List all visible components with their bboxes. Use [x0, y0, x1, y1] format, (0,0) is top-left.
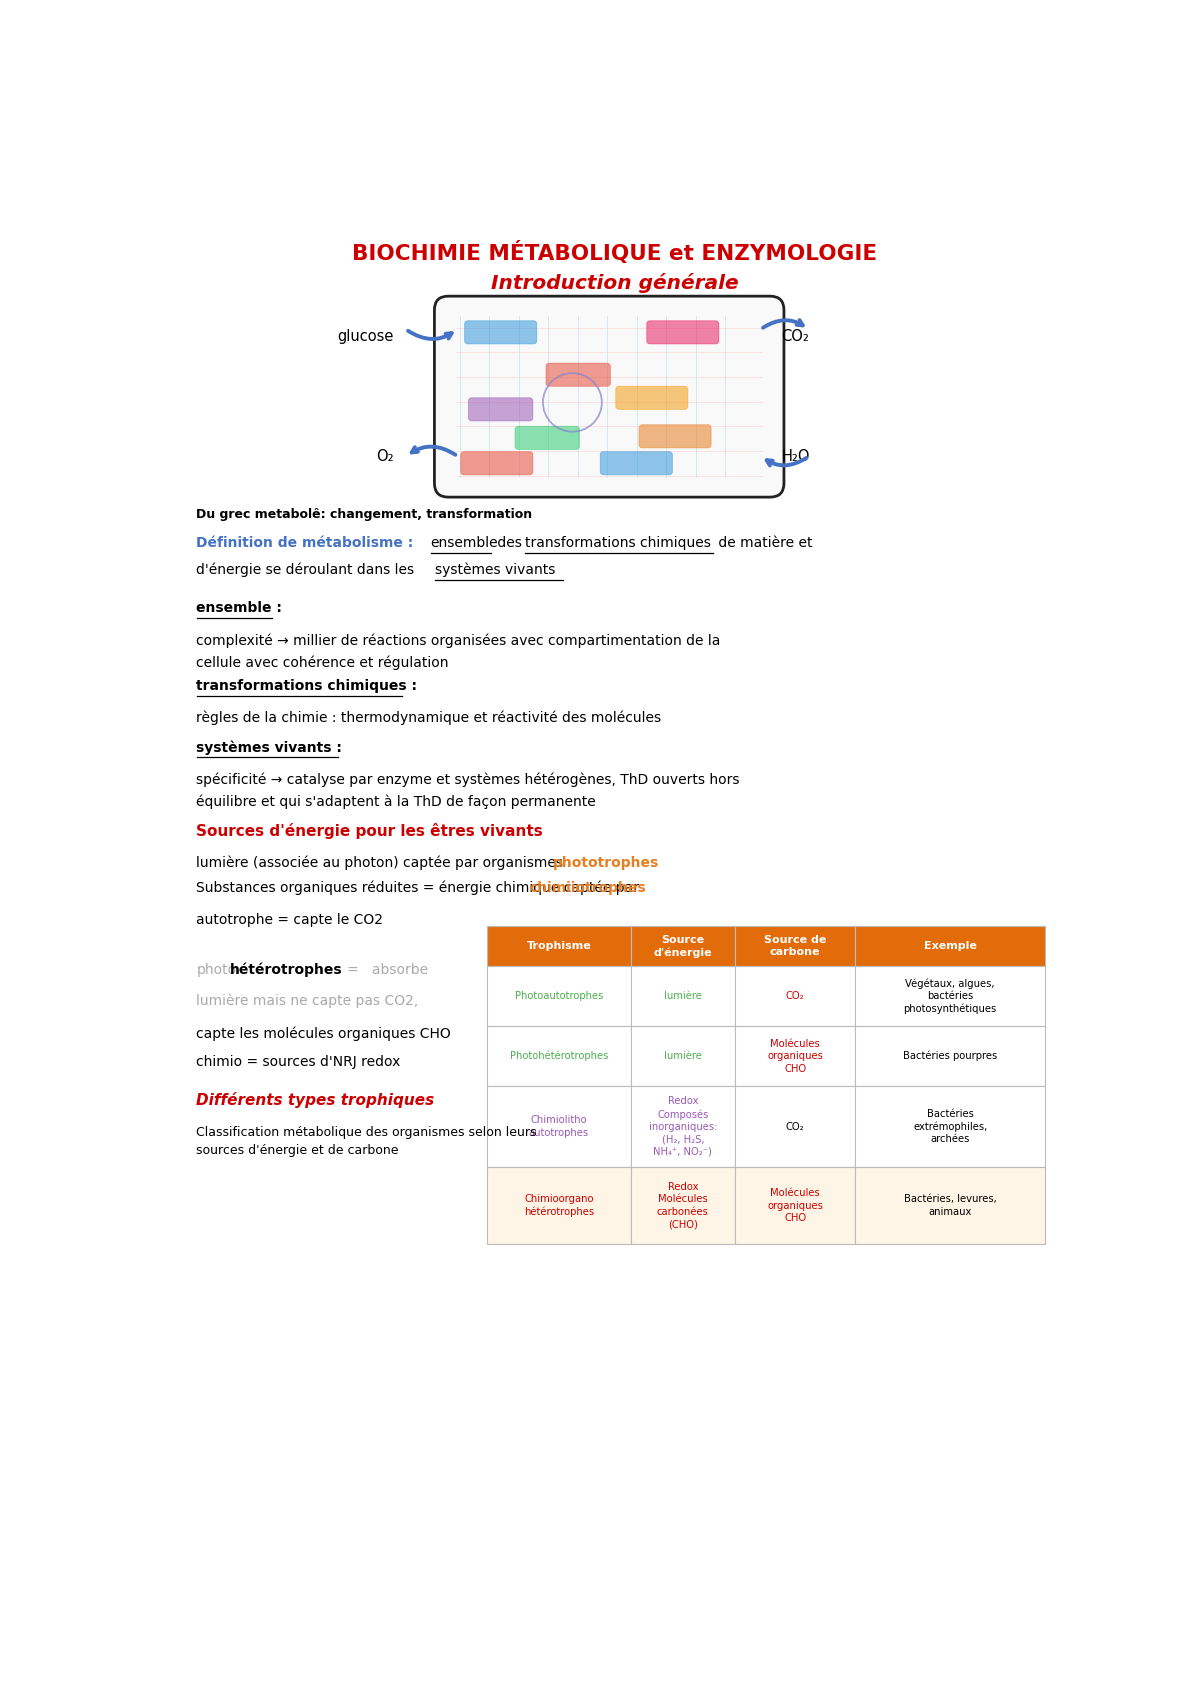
Text: chimiiotrophes: chimiiotrophes — [529, 881, 647, 895]
Text: Molécules
organiques
CHO: Molécules organiques CHO — [767, 1039, 823, 1073]
Text: Différents types trophiques: Différents types trophiques — [197, 1092, 434, 1107]
Text: BIOCHIMIE MÉTABOLIQUE et ENZYMOLOGIE: BIOCHIMIE MÉTABOLIQUE et ENZYMOLOGIE — [353, 241, 877, 263]
Bar — [487, 1167, 630, 1245]
Text: CO₂: CO₂ — [786, 1122, 804, 1131]
FancyBboxPatch shape — [647, 321, 719, 345]
Text: Substances organiques réduites = énergie chimique captée par: Substances organiques réduites = énergie… — [197, 880, 644, 895]
Text: Bactéries, levures,
animaux: Bactéries, levures, animaux — [904, 1194, 996, 1217]
FancyBboxPatch shape — [515, 426, 580, 450]
Text: lumière: lumière — [664, 992, 702, 1002]
Text: Photohétérotrophes: Photohétérotrophes — [510, 1051, 608, 1061]
Text: Introduction générale: Introduction générale — [491, 273, 739, 294]
Text: complexité → millier de réactions organisées avec compartimentation de la
cellul: complexité → millier de réactions organi… — [197, 633, 721, 671]
Text: Chimiolitho
autotrophes: Chimiolitho autotrophes — [529, 1116, 589, 1138]
Text: hétérotrophes: hétérotrophes — [230, 963, 342, 978]
Text: ensemble :: ensemble : — [197, 601, 282, 615]
Text: transformations chimiques :: transformations chimiques : — [197, 679, 418, 693]
Text: Exemple: Exemple — [924, 941, 977, 951]
Text: d'énergie se déroulant dans les: d'énergie se déroulant dans les — [197, 562, 419, 577]
Text: Molécules
organiques
CHO: Molécules organiques CHO — [767, 1189, 823, 1223]
Text: Source
d'énergie: Source d'énergie — [654, 934, 712, 958]
Text: des: des — [492, 535, 526, 550]
Bar — [487, 1026, 630, 1087]
Text: Trophisme: Trophisme — [527, 941, 592, 951]
Text: lumière: lumière — [664, 1051, 702, 1061]
Text: O₂: O₂ — [377, 448, 394, 464]
Text: Du grec metabolê: changement, transformation: Du grec metabolê: changement, transforma… — [197, 508, 533, 521]
FancyBboxPatch shape — [616, 385, 688, 409]
Text: lumière (associée au photon) captée par organismes: lumière (associée au photon) captée par … — [197, 856, 568, 869]
Bar — [856, 925, 1045, 966]
Text: capte les molécules organiques CHO: capte les molécules organiques CHO — [197, 1026, 451, 1041]
Text: glucose: glucose — [337, 329, 394, 345]
Bar — [487, 925, 630, 966]
Text: systèmes vivants :: systèmes vivants : — [197, 740, 342, 754]
Text: transformations chimiques: transformations chimiques — [526, 535, 710, 550]
Text: Redox
Molécules
carbonées
(CHO): Redox Molécules carbonées (CHO) — [656, 1182, 709, 1229]
Text: systèmes vivants: systèmes vivants — [436, 562, 556, 577]
FancyBboxPatch shape — [546, 363, 611, 385]
Text: =   absorbe: = absorbe — [335, 963, 428, 976]
Bar — [856, 966, 1045, 1026]
Bar — [630, 925, 736, 966]
FancyBboxPatch shape — [468, 397, 533, 421]
Text: Sources d'énergie pour les êtres vivants: Sources d'énergie pour les êtres vivants — [197, 824, 544, 839]
Bar — [630, 1087, 736, 1167]
FancyBboxPatch shape — [461, 452, 533, 475]
Text: photo: photo — [197, 963, 236, 976]
Text: Redox
Composés
inorganiques:
(H₂, H₂S,
NH₄⁺, NO₂⁻): Redox Composés inorganiques: (H₂, H₂S, N… — [649, 1097, 716, 1156]
Bar — [487, 1087, 630, 1167]
Bar — [630, 966, 736, 1026]
Text: Source de
carbone: Source de carbone — [764, 936, 827, 958]
Text: Définition de métabolisme :: Définition de métabolisme : — [197, 535, 419, 550]
Text: H₂O: H₂O — [781, 448, 810, 464]
Bar — [736, 966, 856, 1026]
Text: règles de la chimie : thermodynamique et réactivité des molécules: règles de la chimie : thermodynamique et… — [197, 710, 661, 725]
Bar — [736, 1087, 856, 1167]
Text: Classification métabolique des organismes selon leurs
sources d'énergie et de ca: Classification métabolique des organisme… — [197, 1126, 538, 1158]
Text: de matière et: de matière et — [714, 535, 812, 550]
Bar — [736, 1026, 856, 1087]
Bar — [630, 1167, 736, 1245]
FancyBboxPatch shape — [464, 321, 536, 345]
Text: Chimioorgano
hétérotrophes: Chimioorgano hétérotrophes — [523, 1194, 594, 1217]
Text: phototrophes: phototrophes — [553, 856, 659, 869]
Text: lumière mais ne capte pas CO2,: lumière mais ne capte pas CO2, — [197, 993, 419, 1009]
Text: Bactéries
extrémophiles,
archées: Bactéries extrémophiles, archées — [913, 1109, 988, 1144]
Text: ensemble: ensemble — [431, 535, 498, 550]
FancyBboxPatch shape — [600, 452, 672, 475]
Text: spécificité → catalyse par enzyme et systèmes hétérogènes, ThD ouverts hors
équi: spécificité → catalyse par enzyme et sys… — [197, 773, 740, 808]
FancyBboxPatch shape — [640, 424, 712, 448]
Text: Bactéries pourpres: Bactéries pourpres — [904, 1051, 997, 1061]
Bar — [856, 1167, 1045, 1245]
Text: CO₂: CO₂ — [781, 329, 810, 345]
Bar — [487, 966, 630, 1026]
Text: Photoautotrophes: Photoautotrophes — [515, 992, 604, 1002]
Bar — [856, 1026, 1045, 1087]
Text: CO₂: CO₂ — [786, 992, 804, 1002]
Text: chimio = sources d'NRJ redox: chimio = sources d'NRJ redox — [197, 1056, 401, 1070]
Bar — [736, 925, 856, 966]
Bar — [856, 1087, 1045, 1167]
Bar — [630, 1026, 736, 1087]
Text: autotrophe = capte le CO2: autotrophe = capte le CO2 — [197, 914, 384, 927]
Bar — [736, 1167, 856, 1245]
FancyBboxPatch shape — [434, 295, 784, 498]
Text: Végétaux, algues,
bactéries
photosynthétiques: Végétaux, algues, bactéries photosynthét… — [904, 978, 997, 1014]
